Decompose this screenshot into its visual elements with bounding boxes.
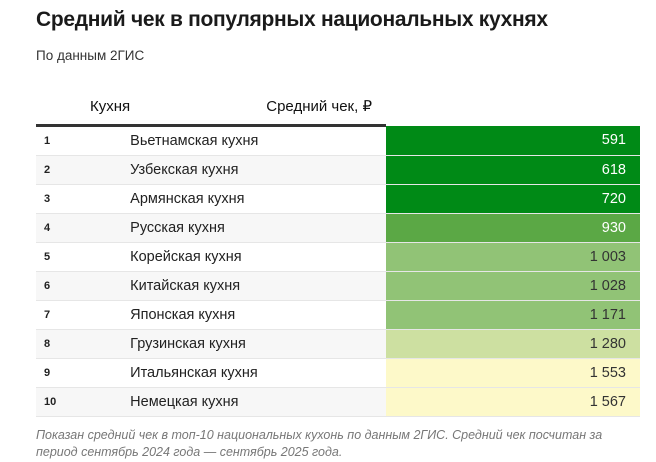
row-rank: 8 (36, 329, 131, 359)
table-row: 8 Грузинская кухня 1 280 (36, 329, 640, 359)
row-rank: 5 (36, 242, 131, 272)
row-rank: 2 (36, 155, 131, 185)
chart-title: Средний чек в популярных национальных ку… (36, 8, 548, 31)
row-cuisine-name: Китайская кухня (130, 271, 386, 301)
row-value-cell: 720 (386, 184, 640, 214)
row-cuisine-name: Армянская кухня (130, 184, 386, 214)
row-cuisine-name: Русская кухня (130, 213, 386, 243)
row-value-cell: 591 (386, 125, 640, 156)
table-row: 7 Японская кухня 1 171 (36, 300, 640, 330)
data-table: Кухня Средний чек, ₽ 1 Вьетнамская кухня 5… (36, 88, 640, 417)
footnote: Показан средний чек в топ-10 национальны… (36, 428, 603, 459)
row-rank: 7 (36, 300, 131, 330)
row-value-cell: 618 (386, 155, 640, 185)
row-cuisine-name: Корейская кухня (130, 242, 386, 272)
row-cuisine-name: Узбекская кухня (130, 155, 386, 185)
row-value-cell: 930 (386, 213, 640, 243)
table-row: 4 Русская кухня 930 (36, 213, 640, 243)
row-rank: 6 (36, 271, 131, 301)
row-rank: 3 (36, 184, 131, 214)
row-value-cell: 1 280 (386, 329, 640, 359)
row-cuisine-name: Немецкая кухня (130, 387, 386, 417)
row-value-cell: 1 028 (386, 271, 640, 301)
chart-subtitle: По данным 2ГИС (36, 48, 145, 63)
table-row: 5 Корейская кухня 1 003 (36, 242, 640, 272)
row-rank: 10 (36, 387, 131, 417)
row-cuisine-name: Итальянская кухня (130, 358, 386, 388)
row-rank: 9 (36, 358, 131, 388)
row-value-cell: 1 553 (386, 358, 640, 388)
header-row: Кухня Средний чек, ₽ (36, 88, 640, 127)
row-cuisine-name: Грузинская кухня (130, 329, 386, 359)
row-cuisine-name: Вьетнамская кухня (130, 125, 386, 156)
row-rank: 1 (36, 125, 131, 156)
table-row: 2 Узбекская кухня 618 (36, 155, 640, 185)
row-value-cell: 1 567 (386, 387, 640, 417)
header-average-check: Средний чек, ₽ (130, 88, 386, 127)
row-rank: 4 (36, 213, 131, 243)
table-row: 1 Вьетнамская кухня 591 (36, 125, 640, 156)
row-cuisine-name: Японская кухня (130, 300, 386, 330)
row-value-cell: 1 171 (386, 300, 640, 330)
table-row: 6 Китайская кухня 1 028 (36, 271, 640, 301)
table-row: 9 Итальянская кухня 1 553 (36, 358, 640, 388)
table-row: 3 Армянская кухня 720 (36, 184, 640, 214)
row-value-cell: 1 003 (386, 242, 640, 272)
table-row: 10 Немецкая кухня 1 567 (36, 387, 640, 417)
header-cuisine: Кухня (36, 88, 131, 127)
